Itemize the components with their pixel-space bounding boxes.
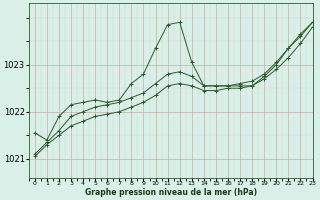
X-axis label: Graphe pression niveau de la mer (hPa): Graphe pression niveau de la mer (hPa): [84, 188, 257, 197]
